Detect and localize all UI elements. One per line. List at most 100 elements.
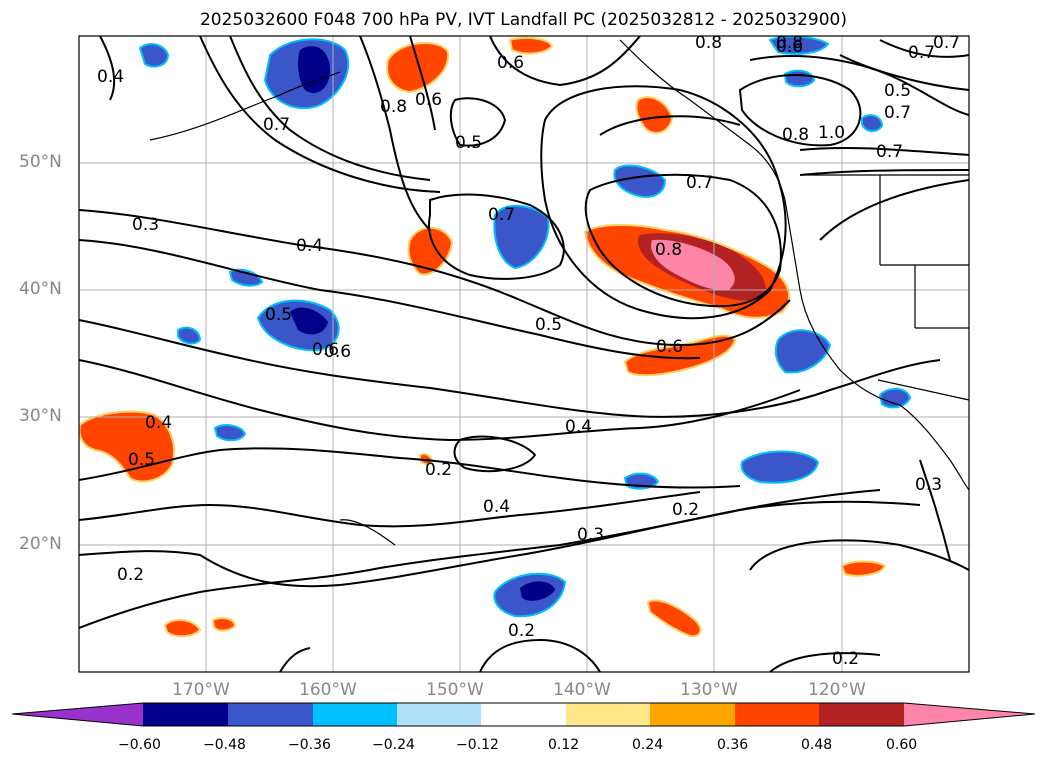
- contour-label: 0.4: [565, 417, 592, 437]
- pos-anomaly-region: [419, 452, 434, 466]
- colorbar-segment: [481, 703, 566, 726]
- contour-line: [749, 539, 970, 571]
- contour-line: [428, 193, 565, 280]
- lat-label: 20°N: [19, 534, 62, 554]
- contour-label: 0.4: [296, 236, 323, 256]
- contour-line: [769, 652, 881, 673]
- lon-label: 130°W: [680, 680, 738, 700]
- contour-label: 0.6: [656, 337, 683, 357]
- contour-line: [78, 359, 801, 442]
- contour-line: [78, 319, 941, 418]
- lat-label: 30°N: [19, 406, 62, 426]
- lon-label: 140°W: [553, 680, 611, 700]
- colorbar-segment: [228, 703, 313, 726]
- contour-label: 0.3: [577, 525, 604, 545]
- pos-anomaly-region: [163, 618, 202, 638]
- colorbar-tick-label: −0.48: [203, 737, 246, 753]
- contour-line: [453, 435, 537, 473]
- coastline: [619, 39, 970, 491]
- contour-line: [199, 35, 441, 193]
- neg-anomaly-core: [290, 307, 328, 335]
- contour-label: 0.8: [655, 240, 682, 260]
- neg-anomaly-region: [213, 424, 247, 442]
- contour-label: 0.6: [312, 340, 339, 360]
- contour-line: [279, 647, 311, 673]
- contour-line: [799, 146, 970, 156]
- colorbar-tick-label: 0.36: [717, 737, 749, 753]
- pos-anomaly-region: [635, 96, 674, 134]
- contour-label: 0.2: [672, 500, 699, 520]
- contour-label: 0.2: [832, 649, 859, 669]
- colorbar-segment: [819, 703, 904, 726]
- contour-label: 0.7: [884, 103, 911, 123]
- contour-label: 0.5: [128, 450, 155, 470]
- neg-anomaly-region: [493, 204, 550, 270]
- neg-anomaly-region: [861, 114, 884, 132]
- colorbar-tick-label: −0.60: [118, 737, 161, 753]
- contour-label: 0.5: [884, 81, 911, 101]
- contour-label: 0.6: [776, 37, 803, 57]
- coastline: [339, 519, 396, 546]
- pos-anomaly-region: [407, 226, 454, 276]
- neg-anomaly-region: [740, 450, 820, 484]
- neg-anomaly-region: [613, 164, 667, 198]
- colorbar-outline: [11, 702, 1036, 727]
- contour-line: [78, 447, 741, 489]
- contour-line: [584, 173, 782, 308]
- coastline: [800, 174, 970, 401]
- pos-anomaly-region: [623, 334, 737, 377]
- colorbar-tick-label: −0.36: [288, 737, 331, 753]
- map-frame: [78, 35, 970, 673]
- coastline: [149, 71, 341, 141]
- neg-anomaly-region: [228, 268, 264, 287]
- map-title: 2025032600 F048 700 hPa PV, IVT Landfall…: [199, 10, 847, 30]
- contour-label: 0.7: [933, 33, 960, 53]
- contour-label: 0.8: [776, 33, 803, 53]
- neg-anomaly-region: [878, 387, 912, 409]
- neg-anomaly-region: [774, 329, 832, 374]
- pos-anomaly-region: [386, 41, 450, 94]
- contour-label: 0.8: [695, 33, 722, 53]
- contour-label: 0.6: [497, 53, 524, 73]
- neg-anomaly-core: [297, 46, 330, 94]
- colorbar-tick-label: −0.12: [456, 737, 499, 753]
- colorbar-tick-label: 0.60: [886, 737, 918, 753]
- colorbar-tick-label: 0.24: [632, 737, 664, 753]
- contour-line: [78, 239, 701, 360]
- neg-anomaly-region: [177, 326, 202, 345]
- contour-line: [229, 35, 431, 181]
- contour-label: 0.3: [915, 475, 942, 495]
- colorbar-tick-label: −0.24: [372, 737, 415, 753]
- lat-label: 50°N: [19, 152, 62, 172]
- pos-anomaly-region: [211, 617, 237, 632]
- colorbar-segment: [566, 703, 650, 726]
- contour-label: 0.8: [380, 97, 407, 117]
- contour-line: [479, 638, 601, 673]
- contour-line: [359, 35, 431, 231]
- contour-line: [409, 35, 436, 131]
- contour-label: 0.3: [132, 215, 159, 235]
- contour-label: 0.4: [483, 497, 510, 517]
- contour-label: 0.2: [425, 460, 452, 480]
- gridlines: [79, 36, 969, 672]
- contour-label: 0.5: [535, 315, 562, 335]
- contour-labels: 0.4 0.6 0.8 0.6 0.6 0.8 0.7 0.5 0.6 0.8 …: [97, 33, 960, 669]
- colorbar-segment: [735, 703, 819, 726]
- ivt-contour-layer: [78, 35, 970, 673]
- contour-label: 0.6: [324, 342, 351, 362]
- neg-anomaly-region: [768, 35, 830, 55]
- lon-label: 120°W: [808, 680, 866, 700]
- colorbar-extend-low: [12, 703, 143, 726]
- lat-label: 40°N: [19, 279, 62, 299]
- contour-line: [99, 35, 116, 101]
- coastlines: [149, 39, 970, 546]
- colorbar: [11, 702, 1036, 727]
- contour-line: [749, 55, 970, 116]
- contour-label: 0.4: [145, 413, 172, 433]
- contour-line: [78, 491, 701, 528]
- lon-label: 160°W: [299, 680, 357, 700]
- lon-label: 150°W: [426, 680, 484, 700]
- contour-label: 0.2: [508, 621, 535, 641]
- colorbar-segment: [143, 703, 228, 726]
